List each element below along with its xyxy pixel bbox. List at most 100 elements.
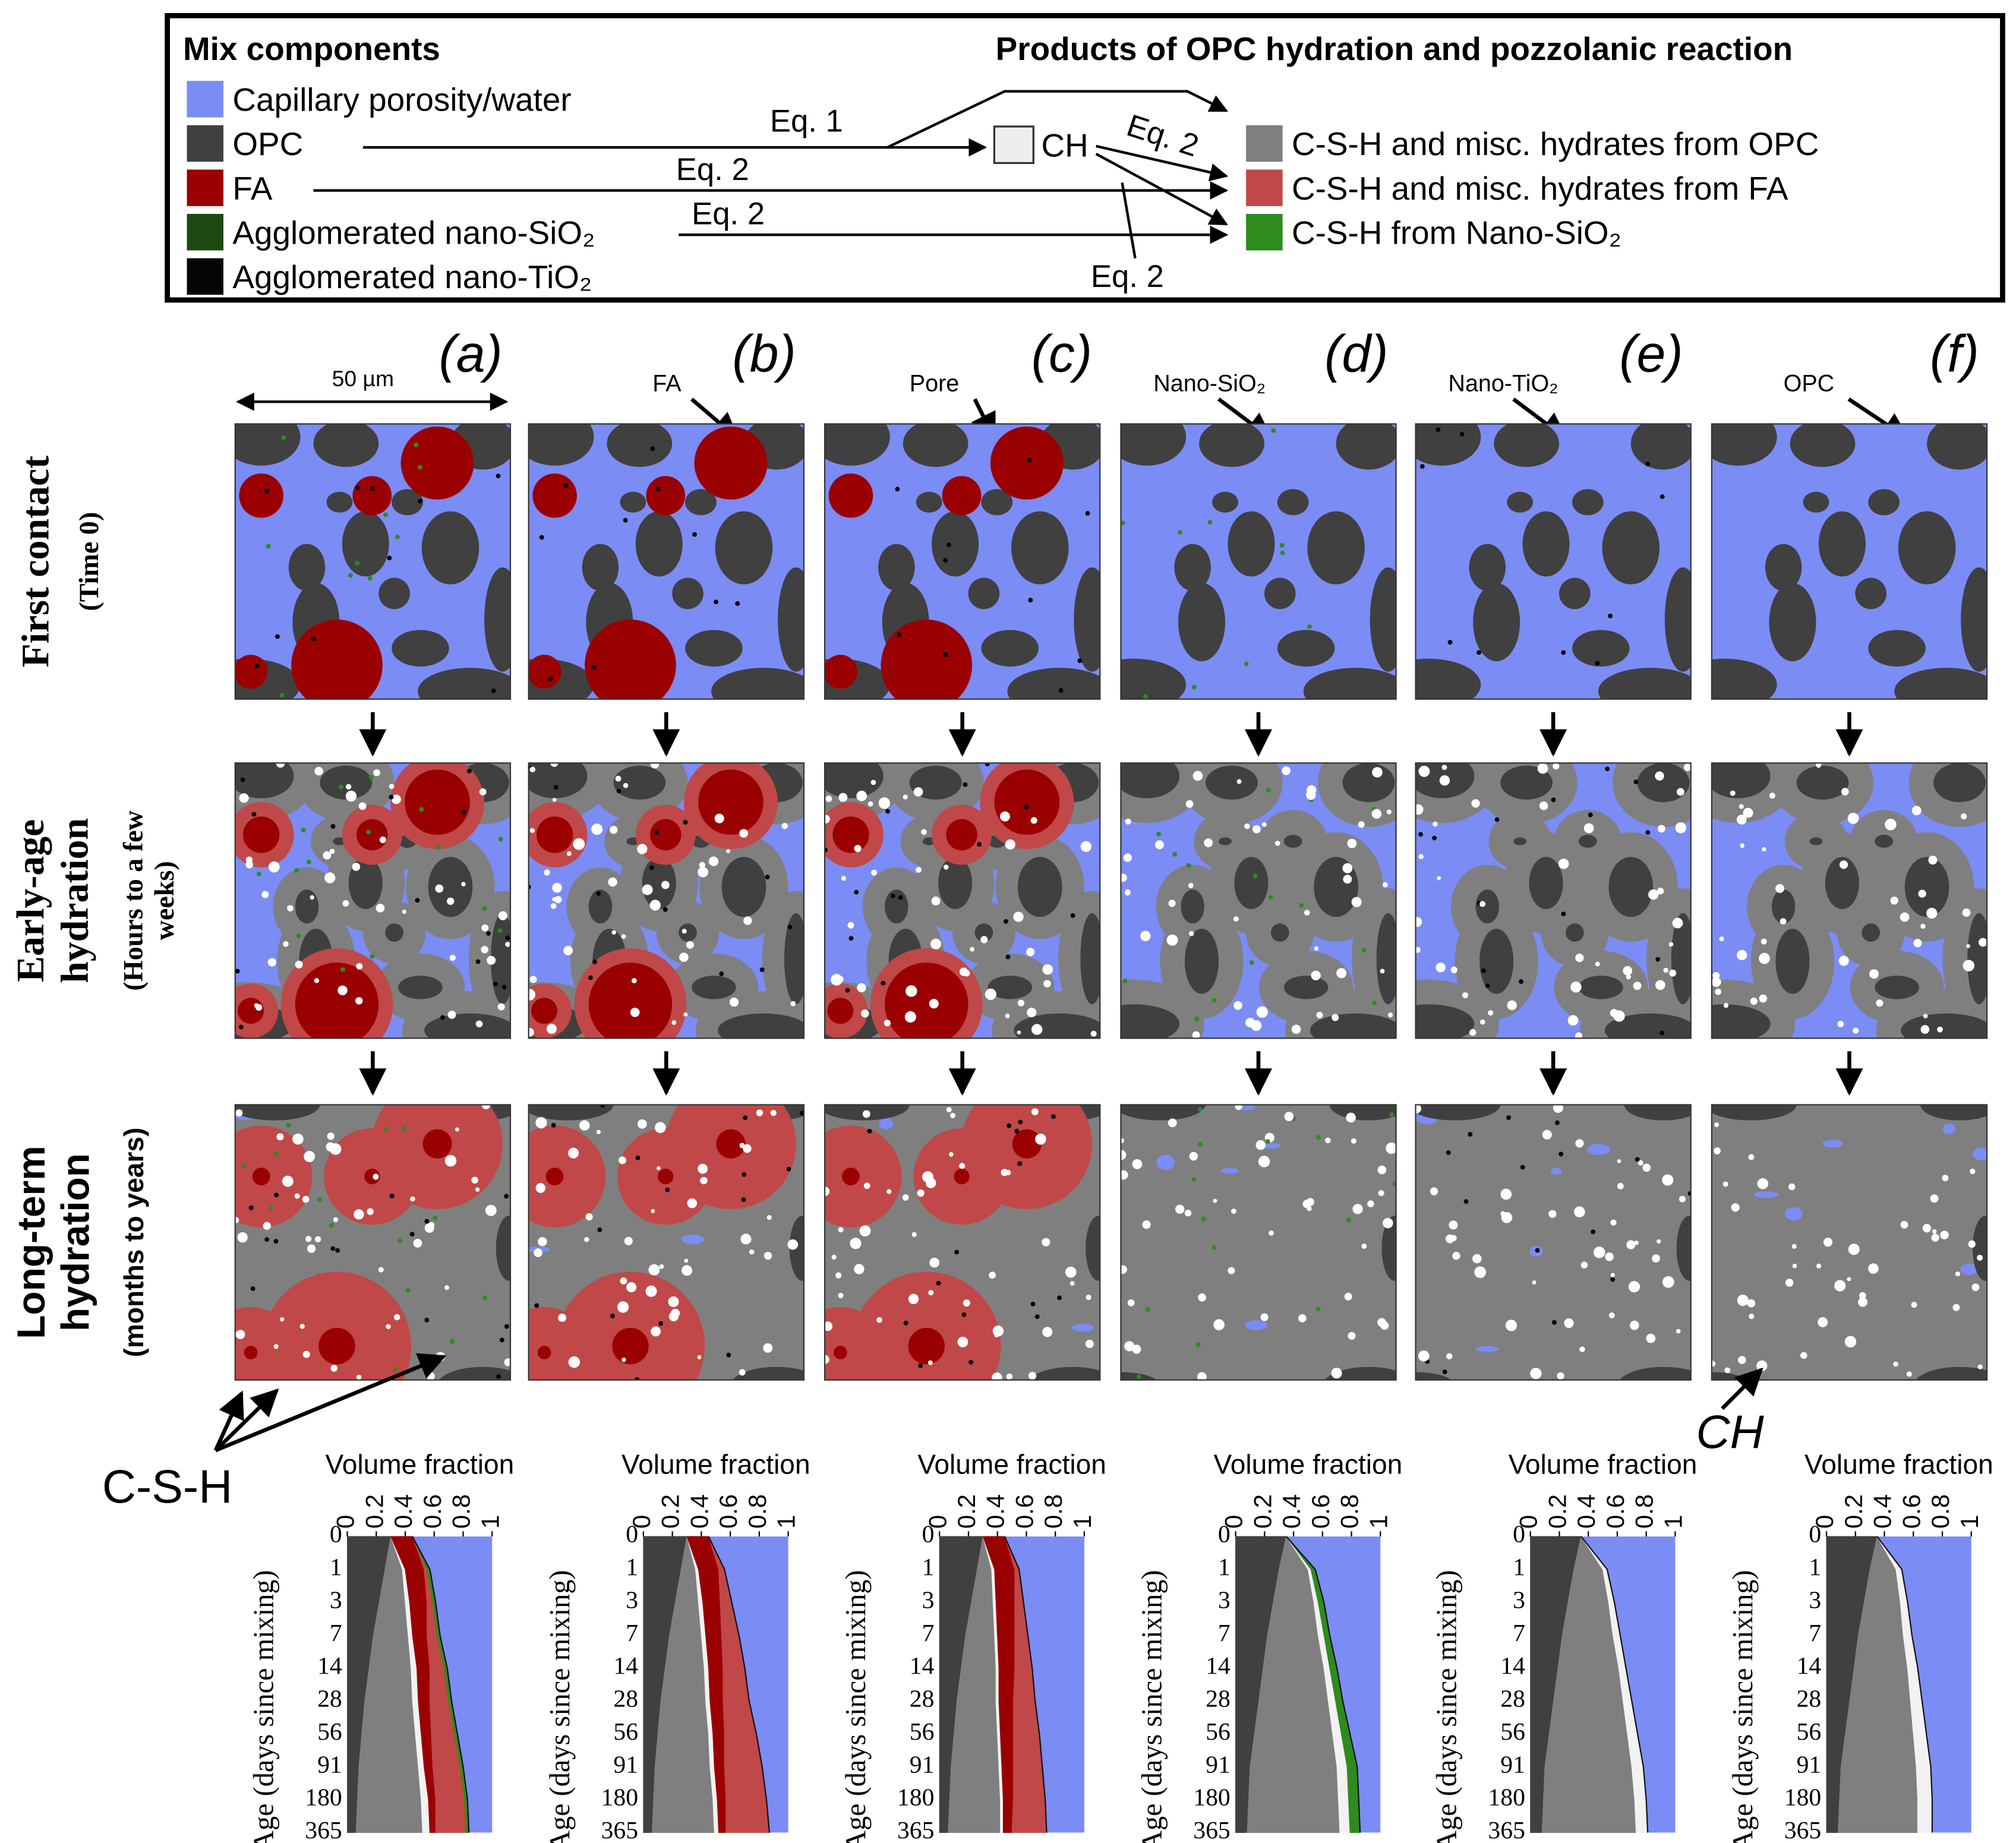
ch-crystal (1192, 771, 1203, 781)
ch-crystal (487, 955, 496, 965)
nano-particle (1307, 624, 1313, 629)
ch-crystal (1233, 916, 1239, 922)
ch-crystal (410, 1196, 415, 1202)
ch-crystal (1757, 1178, 1769, 1189)
nano-particle (1198, 1141, 1203, 1147)
pore (681, 1234, 705, 1245)
nano-particle (848, 936, 854, 941)
particle (1184, 929, 1219, 994)
particle (1559, 577, 1591, 610)
y-tick-label: 14 (1206, 1652, 1231, 1680)
fa-particle (825, 655, 857, 689)
nano-particle (1588, 812, 1593, 818)
x-axis-label: Volume fraction (621, 1449, 810, 1480)
ch-crystal (700, 1176, 708, 1185)
ch-crystal (1847, 1277, 1851, 1282)
particle (1199, 424, 1264, 467)
ch-crystal (1188, 882, 1194, 888)
nano-particle (275, 634, 280, 639)
ch-crystal (740, 1233, 752, 1245)
ch-label: CH (1041, 127, 1088, 163)
ch-crystal (682, 929, 687, 934)
microstructure (1415, 1104, 1691, 1380)
particle (428, 857, 473, 917)
nano-particle (281, 435, 286, 440)
fa-particle (295, 962, 379, 1039)
ch-crystal (913, 787, 923, 797)
ch-crystal (856, 790, 867, 801)
x-tick-label: 0 (332, 1515, 359, 1529)
ch-crystal (871, 869, 878, 876)
ch-crystal (280, 1317, 285, 1322)
ch-crystal (825, 1186, 830, 1197)
particle (721, 857, 766, 917)
fa-particle (994, 769, 1060, 835)
microstructure (528, 424, 804, 699)
ch-crystal (1955, 1271, 1961, 1277)
x-tick-label: 0.8 (447, 1494, 475, 1529)
particle (582, 544, 619, 591)
y-tick-label: 28 (317, 1686, 342, 1713)
y-axis-label: Age (days since mixing) (544, 1570, 576, 1843)
fa-particle (954, 1169, 970, 1185)
ch-crystal (1433, 821, 1438, 827)
ch-crystal (1579, 1346, 1585, 1352)
nano-particle (1555, 1120, 1560, 1125)
particle (235, 763, 294, 799)
particle (1598, 668, 1691, 699)
y-tick-label: 14 (1797, 1652, 1822, 1680)
ch-crystal (1415, 1104, 1421, 1114)
particle (528, 763, 588, 799)
microstructure (528, 763, 804, 1039)
ch-crystal (1213, 1198, 1217, 1203)
fa-particle (990, 426, 1064, 500)
ch-crystal (1302, 1200, 1311, 1208)
ch-crystal (1415, 917, 1422, 927)
ch-crystal (683, 1012, 688, 1017)
callout-arrow (214, 1353, 447, 1453)
ch-crystal (1748, 1154, 1755, 1160)
nano-particle (714, 599, 719, 605)
nano-particle (482, 905, 487, 911)
particle (974, 923, 993, 942)
ch-crystal (1031, 1108, 1039, 1116)
ch-crystal (903, 794, 908, 800)
callout-arrow (214, 1388, 279, 1452)
ch-crystal (1539, 801, 1548, 810)
ch-crystal (637, 844, 648, 854)
x-tick-label: 0.2 (1248, 1494, 1276, 1529)
ch-crystal (714, 813, 724, 823)
nano-particle (563, 483, 569, 488)
particle (1342, 763, 1395, 803)
ch-crystal (989, 1271, 996, 1279)
nano-particle (596, 891, 601, 896)
ch-crystal (1940, 1230, 1949, 1239)
ch-crystal (1471, 799, 1480, 808)
fa-particle (556, 1271, 705, 1380)
ch-crystal (276, 763, 285, 768)
callout: CH (1696, 1405, 1765, 1458)
nano-particle (867, 1128, 872, 1134)
ch-crystal (323, 851, 332, 860)
particle (1771, 889, 1796, 924)
nano-particle (1007, 1123, 1012, 1128)
tile-border (1415, 1104, 1692, 1381)
nano-particle (370, 486, 375, 491)
fa-particle (885, 962, 968, 1039)
y-tick-label: 180 (601, 1784, 639, 1812)
ch-crystal (838, 1292, 844, 1299)
ch-crystal (1348, 1331, 1356, 1340)
ch-crystal (263, 1222, 272, 1230)
particle (1086, 1216, 1100, 1281)
particle (1803, 491, 1829, 513)
nano-particle (497, 928, 503, 933)
ch-crystal (1236, 779, 1242, 784)
ch-crystal (1121, 873, 1127, 882)
ch-crystal (1930, 1194, 1939, 1203)
fa-particle (252, 1167, 270, 1186)
ch-crystal (1652, 1254, 1660, 1263)
ch-crystal (1231, 1208, 1236, 1214)
nano-particle (240, 777, 245, 782)
equation-label: Eq. 2 (676, 152, 749, 187)
ch-crystal (1823, 1238, 1833, 1247)
